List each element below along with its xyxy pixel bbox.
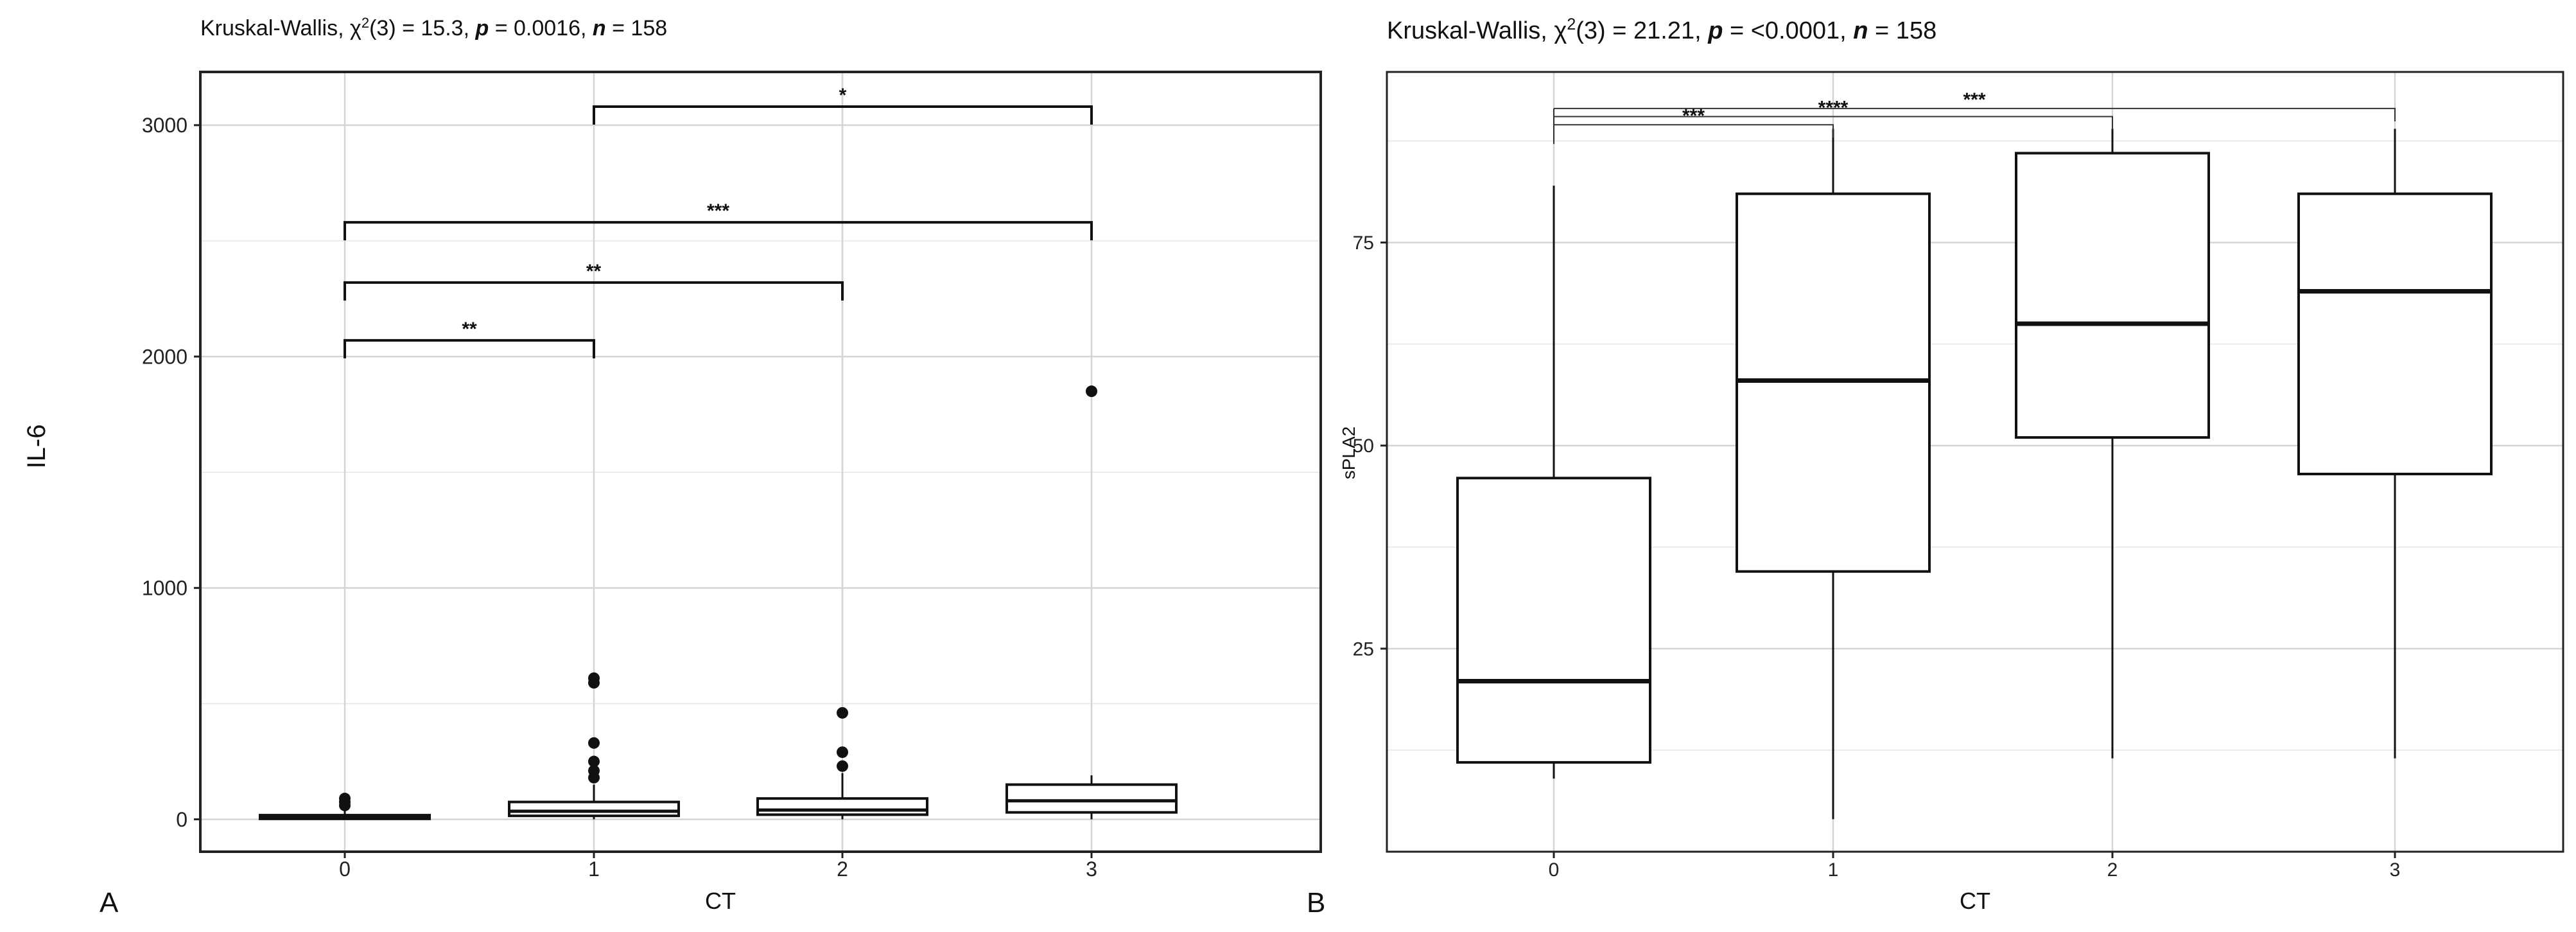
- panel-a-significance-bracket: ***: [344, 200, 1093, 241]
- panel-a-chart-title: Kruskal-Wallis, χ2(3) = 15.3, p = 0.0016…: [200, 15, 667, 41]
- panel-a-bracket-line: [344, 281, 844, 301]
- panel-a-gridlines: [200, 72, 1321, 852]
- panel-b-box: [2297, 192, 2493, 475]
- panel-a-outlier-point: [837, 746, 848, 759]
- panel-a-box-group-2: [756, 707, 928, 820]
- panel-a-significance-label: *: [839, 85, 847, 106]
- panel-a-significance-bracket: **: [344, 261, 844, 301]
- panel-a-significance-bracket: *: [593, 85, 1093, 125]
- panel-b-y-tick-label: 25: [1353, 638, 1374, 660]
- panel-a-bracket-line: [593, 105, 1093, 125]
- panel-a-bracket-line: [344, 221, 1093, 241]
- panel-a-x-axis-title: CT: [705, 888, 736, 914]
- panel-a-outlier-point: [588, 672, 600, 684]
- panel-b-bracket-line: [1554, 107, 2396, 121]
- panel-b-x-axis-title: CT: [1960, 888, 1990, 914]
- panel-b-box-group-3: [2297, 128, 2493, 759]
- panel-b-y-tick-label: 50: [1353, 435, 1374, 457]
- panel-a-x-tick-label: 0: [339, 857, 351, 881]
- panel-b-chart-title: Kruskal-Wallis, χ2(3) = 21.21, p = <0.00…: [1387, 15, 1936, 44]
- panel-a-y-tick-label: 1000: [142, 577, 187, 600]
- panel-b-significance-bracket: ***: [1553, 89, 2396, 128]
- panel-a-box: [756, 797, 928, 816]
- panel-a-outlier-point: [1086, 385, 1097, 398]
- panel-b-x-tick-label: 1: [1828, 859, 1839, 881]
- panel-a-plot-frame: [199, 71, 1322, 853]
- panel-b-significance-label: ***: [1963, 89, 1985, 110]
- panel-b-box-group-1: [1736, 128, 1931, 820]
- panel-a-panel-letter: A: [100, 887, 119, 919]
- panel-a-outlier-point: [837, 760, 848, 772]
- panel-a-bracket-line: [344, 339, 595, 358]
- panel-b-box-group-2: [2015, 128, 2210, 759]
- panel-b-plot-frame: [1386, 71, 2564, 853]
- panel-b-x-tick-label: 2: [2107, 859, 2118, 881]
- panel-b-y-axis-title: sPLA2: [1339, 426, 1359, 480]
- panel-a-x-tick-label: 1: [588, 857, 600, 881]
- panel-a-x-tick-label: 3: [1086, 857, 1097, 881]
- panel-a-box-group-1: [508, 672, 680, 820]
- panel-a-significance-label: **: [586, 261, 602, 282]
- panel-a-x-tick-label: 2: [837, 857, 848, 881]
- panel-a-significance-bracket: **: [344, 319, 595, 358]
- panel-a-plot-background: [200, 72, 1321, 852]
- panel-b-box-group-0: [1456, 186, 1651, 779]
- panel-a-y-tick-label: 0: [176, 808, 187, 831]
- panel-a-outlier-point: [339, 793, 351, 805]
- panel-a-outlier-point: [588, 737, 600, 749]
- panel-b-box: [2015, 152, 2210, 439]
- panel-a-box: [1005, 783, 1178, 814]
- panel-a-y-axis-title: IL-6: [22, 425, 51, 469]
- panel-a-outlier-point: [837, 707, 848, 719]
- panel-b-x-tick-label: 3: [2390, 859, 2401, 881]
- panel-a-y-tick-label: 2000: [142, 345, 187, 368]
- panel-a-box-group-0: [259, 793, 431, 820]
- panel-b-x-tick-label: 0: [1549, 859, 1560, 881]
- panel-a-box: [508, 800, 680, 818]
- panel-a-y-tick-label: 3000: [142, 114, 187, 137]
- panel-a-significance-label: ***: [707, 200, 729, 222]
- panel-b-bracket-line: [1554, 124, 1834, 138]
- panel-b-panel-letter: B: [1307, 887, 1325, 919]
- panel-b-y-tick-label: 75: [1353, 233, 1374, 254]
- panel-a-box-group-3: [1005, 385, 1178, 820]
- panel-b-bracket-line: [1554, 116, 2113, 130]
- panel-b-box: [1456, 477, 1651, 764]
- panel-a-outlier-point: [588, 755, 600, 768]
- panel-a-outlier-point: [588, 764, 600, 777]
- panel-a-significance-label: **: [462, 319, 477, 340]
